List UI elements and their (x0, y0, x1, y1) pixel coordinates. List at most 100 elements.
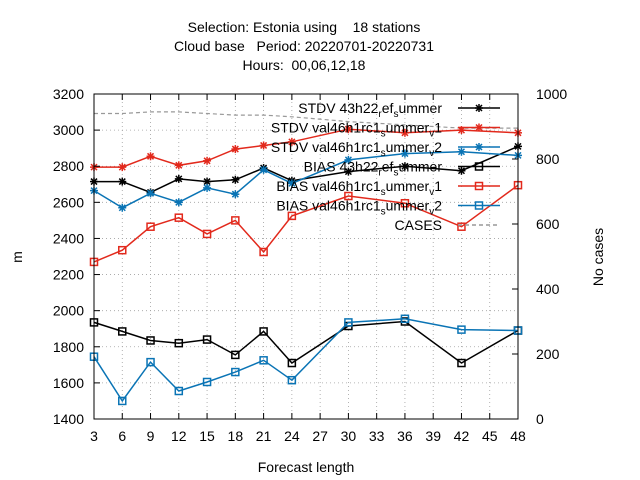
x-axis-label: Forecast length (258, 459, 355, 475)
data-point (231, 216, 240, 225)
data-point (457, 222, 466, 231)
legend-label: STDV 43h22refsummer (298, 100, 442, 120)
data-point (174, 161, 183, 170)
x-tick-label: 48 (510, 428, 526, 444)
data-point (202, 229, 212, 239)
x-tick-label: 12 (171, 428, 187, 444)
y-tick-label: 2400 (53, 230, 84, 246)
y2-tick-label: 600 (536, 216, 560, 232)
y-tick-label: 2000 (53, 303, 84, 319)
x-tick-label: 39 (425, 428, 441, 444)
x-tick-label: 27 (312, 428, 328, 444)
series-line (93, 320, 519, 364)
data-point (231, 367, 240, 377)
data-point (146, 336, 155, 345)
x-tick-label: 33 (369, 428, 385, 444)
y-tick-label: 3000 (53, 122, 84, 138)
x-tick-label: 30 (341, 428, 357, 444)
data-point (344, 155, 353, 164)
legend-marker (475, 123, 483, 132)
data-point (118, 163, 127, 172)
data-point (174, 386, 184, 396)
series-line (94, 111, 518, 129)
data-point (118, 203, 127, 212)
data-point (203, 156, 212, 165)
data-point (174, 198, 183, 207)
x-tick-label: 3 (90, 428, 98, 444)
x-tick-label: 21 (256, 428, 272, 444)
legend-label: BIAS val46h1rc1summerv1 (276, 178, 442, 198)
data-point (287, 358, 297, 368)
data-point (287, 137, 296, 146)
data-point (174, 213, 184, 222)
y2-axis-label: No cases (590, 228, 606, 286)
chart-title-line-3: Hours: 00,06,12,18 (243, 57, 366, 73)
chart-title-line-2: Cloud base Period: 20220701-20220731 (174, 38, 434, 54)
legend-marker (474, 201, 484, 210)
data-point (118, 396, 127, 406)
data-point (457, 166, 466, 175)
legend-label: BIAS val46h1rc1summerv2 (276, 198, 442, 218)
series-lines (89, 111, 523, 406)
y2-tick-label: 0 (536, 411, 544, 427)
data-point (231, 145, 240, 154)
data-point (344, 125, 353, 134)
y-tick-label: 1800 (53, 339, 84, 355)
series-line (94, 145, 519, 194)
y2-tick-label: 1000 (536, 86, 567, 102)
data-point (202, 335, 212, 344)
data-point (344, 167, 353, 176)
y-axis-label: m (9, 251, 25, 263)
y-tick-label: 2800 (53, 158, 84, 174)
data-point (118, 245, 127, 255)
y-tick-label: 1600 (53, 375, 84, 391)
legend-label: STDV val46h1rc1summerv2 (271, 139, 442, 159)
data-point (287, 179, 296, 188)
data-point (146, 152, 155, 161)
data-point (202, 377, 212, 387)
data-point (118, 327, 127, 336)
series-line (94, 128, 519, 168)
legend-marker (474, 181, 484, 191)
y2-tick-label: 200 (536, 346, 560, 362)
y2-tick-label: 800 (536, 151, 560, 167)
x-tick-label: 24 (284, 428, 300, 444)
data-point (400, 198, 410, 208)
data-point (400, 149, 409, 158)
axes: 3 6 9 12 15 18 21 24 27 30 33 36 39 42 45 4814001600180… (53, 86, 568, 444)
x-tick-label: 9 (147, 428, 155, 444)
data-point (400, 128, 409, 137)
series-line (93, 151, 519, 209)
data-point (146, 357, 155, 367)
data-point (118, 177, 127, 186)
legend-label: CASES (395, 217, 442, 233)
data-point (344, 191, 353, 201)
legend-label: STDV val46h1rc1summerv1 (271, 120, 442, 140)
data-point (259, 141, 268, 150)
y-tick-label: 3200 (53, 86, 84, 102)
y-tick-label: 2200 (53, 267, 84, 283)
data-point (259, 165, 268, 174)
data-point (203, 183, 212, 192)
data-point (146, 189, 155, 198)
data-point (287, 211, 297, 221)
plot-frame (93, 93, 519, 420)
x-tick-label: 6 (118, 428, 126, 444)
x-tick-label: 42 (454, 428, 470, 444)
data-point (259, 356, 268, 365)
data-point (174, 338, 184, 348)
data-point (174, 174, 183, 183)
data-point (400, 162, 409, 171)
data-point (344, 318, 353, 327)
data-point (457, 147, 466, 156)
series-line (93, 318, 519, 403)
data-point (259, 247, 268, 257)
data-point (231, 175, 240, 184)
y-tick-label: 2600 (53, 194, 84, 210)
y2-tick-label: 400 (536, 281, 560, 297)
x-tick-label: 18 (228, 428, 244, 444)
series-line (93, 184, 519, 263)
data-point (259, 327, 268, 336)
